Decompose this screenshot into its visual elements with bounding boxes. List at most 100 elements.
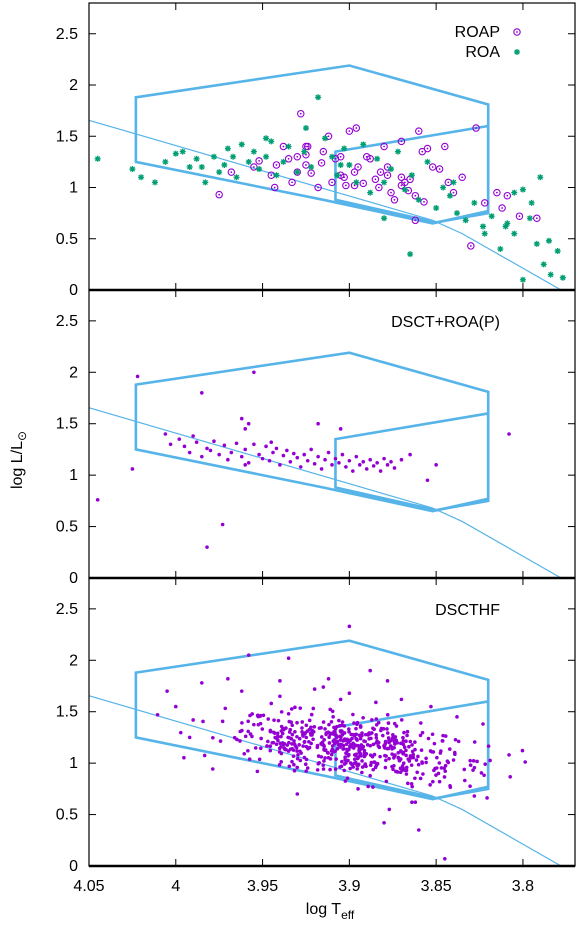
- data-point: [172, 150, 179, 157]
- data-point: [357, 750, 361, 755]
- data-point: [315, 94, 322, 101]
- data-point: [165, 689, 169, 693]
- data-point: [316, 454, 320, 459]
- data-point: [493, 188, 501, 197]
- data-point: [334, 757, 338, 761]
- y-tick-label: 0: [69, 570, 78, 587]
- data-point: [309, 725, 313, 730]
- data-point: [447, 192, 454, 199]
- data-point: [355, 720, 360, 725]
- y-tick-label: 2: [69, 652, 78, 669]
- data-point: [315, 743, 320, 748]
- data-point: [515, 212, 524, 220]
- data-point: [295, 455, 300, 460]
- y-tick-label: 0.5: [56, 231, 78, 248]
- data-point: [379, 726, 384, 731]
- data-point: [194, 440, 199, 445]
- data-point: [307, 718, 312, 723]
- legend-label: ROA: [465, 44, 500, 61]
- data-point: [129, 166, 136, 173]
- series-roap: [215, 109, 541, 250]
- data-point: [260, 727, 265, 731]
- data-point: [285, 143, 292, 150]
- data-point: [283, 747, 287, 752]
- data-point: [366, 732, 370, 737]
- data-point: [246, 421, 251, 426]
- data-point: [367, 189, 374, 196]
- data-point: [337, 724, 342, 728]
- data-point: [480, 223, 487, 230]
- data-point: [252, 442, 256, 447]
- data-point: [399, 457, 404, 462]
- data-point: [271, 450, 275, 455]
- data-point: [432, 768, 436, 773]
- data-point: [508, 775, 513, 779]
- data-point: [453, 737, 458, 742]
- data-point: [210, 153, 217, 160]
- data-point: [315, 768, 320, 772]
- data-point: [264, 444, 268, 449]
- data-point: [352, 124, 361, 132]
- data-point: [250, 712, 254, 716]
- data-point: [215, 190, 223, 199]
- data-point: [248, 732, 253, 736]
- data-point: [354, 454, 359, 459]
- data-point: [205, 545, 209, 549]
- data-point: [443, 769, 448, 773]
- data-point: [383, 171, 392, 179]
- data-point: [307, 169, 315, 177]
- data-point: [385, 712, 390, 717]
- data-point: [279, 734, 283, 739]
- data-point: [430, 732, 435, 737]
- data-point: [376, 168, 385, 176]
- data-point: [398, 766, 403, 771]
- data-point: [387, 756, 391, 761]
- data-point: [364, 467, 369, 471]
- data-point: [408, 452, 412, 457]
- data-point: [415, 196, 422, 203]
- data-point: [187, 450, 192, 455]
- data-point: [270, 740, 275, 745]
- y-tick-label: 1: [69, 467, 78, 484]
- data-point: [404, 748, 408, 753]
- data-point: [503, 191, 512, 200]
- data-point: [526, 215, 533, 222]
- data-point: [226, 457, 230, 462]
- data-point: [286, 711, 291, 716]
- data-point: [327, 722, 331, 727]
- data-point: [292, 762, 296, 767]
- data-point: [226, 677, 230, 681]
- data-point: [205, 446, 209, 451]
- data-point: [341, 743, 346, 748]
- data-point: [342, 747, 346, 751]
- data-point: [390, 764, 394, 769]
- data-point: [290, 759, 294, 764]
- data-point: [186, 164, 193, 170]
- data-point: [301, 734, 305, 738]
- data-point: [358, 725, 363, 729]
- data-point: [295, 720, 299, 725]
- data-point: [371, 175, 380, 184]
- data-point: [268, 138, 275, 145]
- data-point: [434, 773, 438, 777]
- y-tick-label: 1.5: [56, 704, 78, 721]
- data-point: [257, 452, 261, 457]
- data-point: [243, 427, 248, 431]
- data-point: [528, 199, 535, 206]
- data-point: [300, 720, 305, 724]
- data-point: [259, 736, 263, 741]
- data-point: [333, 456, 338, 461]
- data-point: [292, 739, 296, 743]
- data-point: [408, 172, 415, 179]
- data-point: [330, 747, 335, 752]
- data-point: [270, 183, 279, 192]
- data-point: [293, 705, 297, 710]
- data-point: [378, 469, 383, 473]
- data-point: [392, 756, 396, 760]
- data-point: [540, 261, 547, 268]
- data-point: [418, 776, 423, 781]
- data-point: [280, 158, 287, 165]
- x-tick-label: 3.8: [512, 878, 534, 895]
- series-points: [95, 370, 511, 549]
- data-point: [256, 166, 263, 173]
